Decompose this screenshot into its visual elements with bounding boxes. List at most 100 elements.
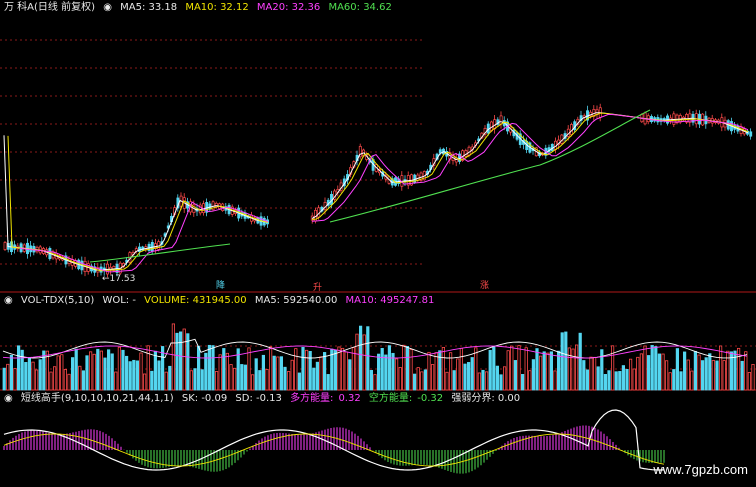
volume-bar <box>261 354 266 391</box>
volume-bar <box>207 344 211 391</box>
volume-bar <box>585 369 590 391</box>
volume-bar <box>531 359 536 391</box>
volume-bar <box>16 345 21 391</box>
divide-readout: 强弱分界: 0.00 <box>451 393 521 404</box>
low-price-value: 17.53 <box>109 274 136 284</box>
volume-bar <box>254 358 258 391</box>
volume-bar <box>326 374 330 391</box>
volume-bar <box>283 366 287 391</box>
volume-bar <box>686 359 690 391</box>
volume-bar <box>2 367 6 391</box>
volume-bar <box>20 349 24 391</box>
ma10-line <box>7 112 749 272</box>
indicator-sd-line <box>3 433 665 467</box>
volume-bar <box>571 348 575 391</box>
volume-bar <box>373 374 377 391</box>
volume-bar <box>535 348 539 391</box>
volume-bar <box>132 359 136 391</box>
volume-bar <box>463 363 467 391</box>
volume-bar <box>621 365 626 391</box>
volume-bar <box>304 349 309 391</box>
low-price-label: ←17.53 <box>102 274 135 284</box>
volume-bar <box>517 345 521 391</box>
volume-bar <box>539 355 543 391</box>
volume-settings-icon[interactable]: ◉ <box>4 295 13 306</box>
low-price-arrow: ← <box>102 274 110 284</box>
volume-bar <box>175 332 179 391</box>
volume-bar <box>9 354 13 391</box>
volume-bar <box>719 345 723 391</box>
volume-bar <box>607 370 611 391</box>
volume-bar <box>258 370 262 391</box>
volume-bar <box>726 350 730 391</box>
volume-bar <box>470 357 474 391</box>
bull-energy-value: 0.32 <box>338 393 361 404</box>
vol-ma5-readout: MA5: 592540.00 <box>254 295 338 306</box>
volume-bar <box>114 371 118 391</box>
volume-bar <box>42 350 46 391</box>
volume-bar <box>157 360 161 391</box>
volume-bar <box>611 345 615 391</box>
ma60-line <box>89 109 651 263</box>
volume-bar <box>337 346 341 391</box>
volume-bar <box>521 374 525 391</box>
volume-bar <box>675 348 680 391</box>
watermark: www.7gpzb.com <box>653 462 748 477</box>
volume-bar <box>362 334 366 391</box>
volume-bar <box>639 353 644 391</box>
volume-bar <box>78 365 82 391</box>
indicator-header: ◉ 短线高手(9,10,10,10,21,44,1,1) SK: -0.09 S… <box>4 393 525 405</box>
volume-bar <box>711 360 716 391</box>
stock-title: 万 科A(日线 前复权) <box>4 2 96 13</box>
ma10-readout: MA10: 32.12 <box>185 2 249 13</box>
ma5-line <box>3 112 749 271</box>
volume-bar <box>708 353 712 391</box>
volume-ma5-line <box>2 338 748 359</box>
ma20-readout: MA20: 32.36 <box>256 2 321 13</box>
volume-bar <box>89 351 93 391</box>
volume-bar <box>502 366 507 391</box>
volume-bar <box>510 345 514 391</box>
sk-readout: SK: -0.09 <box>181 393 228 404</box>
volume-bar <box>67 373 71 391</box>
volume-bar <box>103 357 107 391</box>
volume-bar <box>272 355 276 391</box>
volume-bar <box>434 352 438 391</box>
candle-body <box>438 149 442 154</box>
volume-bar <box>477 372 482 391</box>
volume-bar <box>355 333 359 391</box>
volume-bar <box>121 349 125 391</box>
volume-bar <box>168 365 172 391</box>
volume-bar <box>315 361 320 391</box>
indicator-settings-icon[interactable]: ◉ <box>4 393 13 404</box>
volume-bar <box>690 370 694 391</box>
volume-bar <box>582 360 586 391</box>
volume-bar <box>647 355 651 391</box>
volume-bar <box>247 347 251 391</box>
volume-bar <box>603 374 608 391</box>
volume-bar <box>297 372 302 391</box>
volume-bar <box>85 355 89 391</box>
volume-bar <box>35 369 39 391</box>
volume-bar <box>279 356 284 391</box>
volume-bar <box>420 371 424 391</box>
volume-bar <box>484 371 489 391</box>
volume-bar <box>629 358 633 391</box>
volume-header: ◉ VOL-TDX(5,10) WOL: - VOLUME: 431945.00… <box>4 295 439 307</box>
volume-bar <box>200 369 204 391</box>
volume-bar <box>53 366 57 391</box>
volume-bar <box>398 367 402 391</box>
volume-bar <box>348 359 352 391</box>
candle-body <box>358 146 362 158</box>
volume-bar <box>445 371 449 391</box>
volume-bar <box>593 356 597 391</box>
volume-bar <box>506 350 510 391</box>
volume-bar <box>125 355 129 391</box>
bear-energy-label: 空方能量: <box>368 393 413 404</box>
volume-bar <box>618 371 622 391</box>
settings-icon[interactable]: ◉ <box>103 2 112 13</box>
volume-bar <box>63 369 67 391</box>
volume-bar <box>31 361 35 391</box>
ma60-readout: MA60: 34.62 <box>328 2 392 13</box>
